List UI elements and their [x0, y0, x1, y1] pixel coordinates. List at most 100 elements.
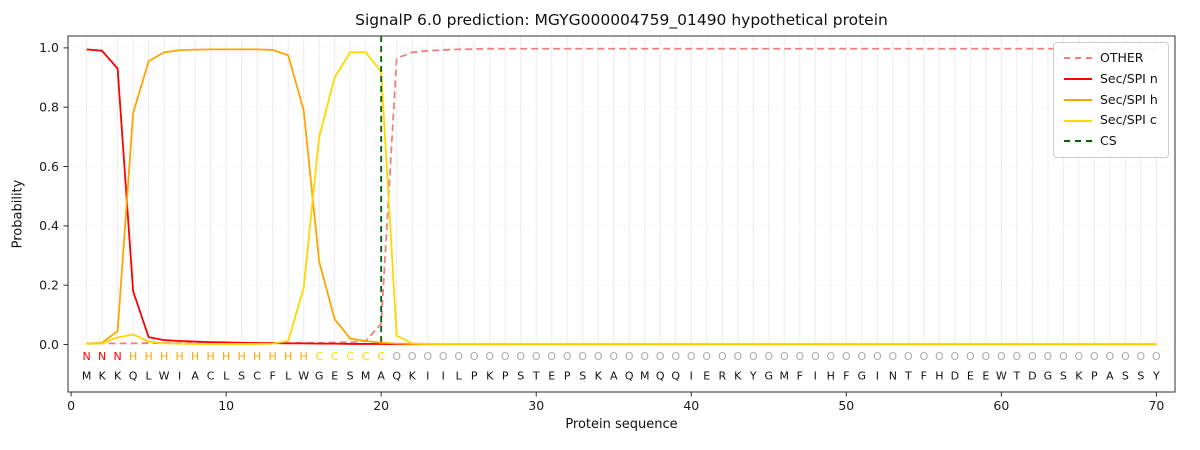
sequence-letter: A	[191, 370, 199, 383]
legend: OTHER Sec/SPI n Sec/SPI h Sec/SPI c CS	[1053, 42, 1169, 158]
legend-item-cs: CS	[1064, 133, 1158, 149]
region-letter: O	[888, 350, 897, 363]
region-letter: O	[1121, 350, 1130, 363]
sequence-letter: M	[640, 370, 650, 383]
region-letter: O	[516, 350, 525, 363]
sequence-letter: K	[734, 370, 742, 383]
region-letter: O	[578, 350, 587, 363]
y-tick-label: 0.4	[39, 218, 59, 233]
sequence-letter: K	[595, 370, 603, 383]
region-letter: O	[687, 350, 696, 363]
sequence-letter: C	[207, 370, 215, 383]
region-letter: O	[749, 350, 758, 363]
sequence-letter: K	[114, 370, 122, 383]
plot-border	[67, 35, 1176, 393]
region-letter: O	[625, 350, 634, 363]
sequence-letter: I	[178, 370, 181, 383]
region-letter: O	[594, 350, 603, 363]
region-letter: O	[609, 350, 618, 363]
region-letter: O	[718, 350, 727, 363]
sequence-letter: K	[409, 370, 417, 383]
sequence-letter: A	[1106, 370, 1114, 383]
region-letter: C	[346, 350, 354, 363]
region-letter: O	[904, 350, 913, 363]
sequence-letter: W	[298, 370, 309, 383]
region-letter: O	[1075, 350, 1084, 363]
x-tick-label: 20	[373, 398, 389, 413]
sequence-letter: E	[548, 370, 555, 383]
sequence-letter: N	[889, 370, 897, 383]
region-letter: O	[702, 350, 711, 363]
region-letter: O	[532, 350, 541, 363]
legend-line-sample	[1064, 78, 1092, 81]
sequence-letter: A	[610, 370, 618, 383]
region-letter: O	[919, 350, 928, 363]
sequence-letter: Q	[625, 370, 634, 383]
sequence-letter: S	[1060, 370, 1067, 383]
region-letter: N	[98, 350, 106, 363]
region-letter: O	[1013, 350, 1022, 363]
series-line-other	[86, 47, 1157, 345]
region-letter: O	[780, 350, 789, 363]
region-letter: O	[764, 350, 773, 363]
region-letter: N	[82, 350, 90, 363]
region-letter: H	[222, 350, 230, 363]
region-letter: O	[547, 350, 556, 363]
sequence-letter: G	[858, 370, 867, 383]
region-letter: O	[656, 350, 665, 363]
sequence-letter: Q	[392, 370, 401, 383]
sequence-letter: I	[814, 370, 817, 383]
x-tick-label: 70	[1148, 398, 1164, 413]
sequence-letter: K	[98, 370, 106, 383]
region-letter: O	[842, 350, 851, 363]
sequence-letter: R	[718, 370, 726, 383]
y-axis-label: Probability	[10, 179, 26, 249]
region-letter: O	[1090, 350, 1099, 363]
sequence-letter: A	[377, 370, 385, 383]
y-tick-label: 0.2	[39, 278, 59, 293]
sequence-letter: E	[967, 370, 974, 383]
region-letter: O	[485, 350, 494, 363]
sequence-letter: P	[1091, 370, 1098, 383]
region-letter: O	[501, 350, 510, 363]
region-letter: H	[284, 350, 292, 363]
sequence-letter: F	[843, 370, 849, 383]
region-letter: O	[1059, 350, 1068, 363]
region-letter: O	[563, 350, 572, 363]
sequence-letter: Y	[1152, 370, 1160, 383]
sequence-letter: I	[442, 370, 445, 383]
sequence-letter: L	[285, 370, 292, 383]
sequence-letter: K	[1075, 370, 1083, 383]
sequence-letter: H	[935, 370, 943, 383]
region-letter: O	[1106, 350, 1115, 363]
region-letter: O	[951, 350, 960, 363]
sequence-letter: T	[1012, 370, 1020, 383]
sequence-letter: G	[315, 370, 324, 383]
region-letter: O	[423, 350, 432, 363]
sequence-letter: P	[564, 370, 571, 383]
region-letter: O	[982, 350, 991, 363]
region-letter: O	[733, 350, 742, 363]
sequence-letter: G	[1044, 370, 1053, 383]
sequence-letter: C	[253, 370, 261, 383]
sequence-letter: M	[780, 370, 790, 383]
region-letter: O	[997, 350, 1006, 363]
sequence-letter: Y	[749, 370, 757, 383]
region-letter: H	[206, 350, 214, 363]
region-letter: N	[113, 350, 121, 363]
x-axis-label: Protein sequence	[565, 417, 678, 432]
region-letter: O	[392, 350, 401, 363]
sequence-letter: L	[223, 370, 230, 383]
legend-line-sample	[1064, 119, 1092, 122]
legend-item-label: Sec/SPI c	[1100, 112, 1157, 128]
legend-line-sample	[1064, 140, 1092, 143]
region-letter: O	[935, 350, 944, 363]
legend-item-other: OTHER	[1064, 50, 1158, 66]
legend-item-label: Sec/SPI h	[1100, 91, 1158, 107]
x-tick-label: 50	[838, 398, 854, 413]
sequence-letter: S	[1122, 370, 1129, 383]
region-letter: O	[1028, 350, 1037, 363]
sequence-letter: D	[951, 370, 959, 383]
